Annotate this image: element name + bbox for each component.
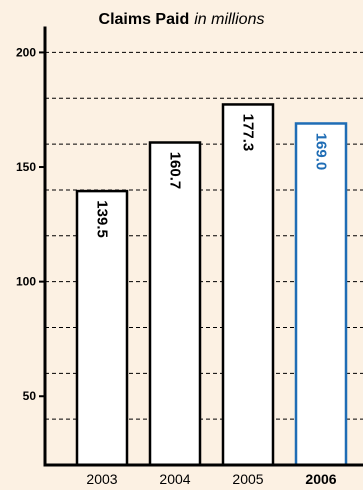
value-label-2006: 169.0 [313,133,330,171]
bar-2003 [75,189,129,467]
axes [39,26,363,467]
chart-title: Claims Paid in millions [0,10,363,30]
bar-2005 [221,103,275,467]
x-tick-label-2004: 2004 [159,471,190,487]
y-tick-label: 200 [16,45,36,59]
y-tick-label: 150 [16,160,36,174]
x-tick-label-2003: 2003 [86,471,117,487]
value-label-2005: 177.3 [240,114,257,152]
value-label-2003: 139.5 [94,200,111,238]
y-tick-label: 50 [23,389,37,403]
chart-title-main: Claims Paid [98,11,190,28]
x-tick-label-2005: 2005 [232,471,263,487]
y-tick-label: 100 [16,275,36,289]
chart-title-subtitle: in millions [194,11,265,28]
x-tick-label-2006: 2006 [305,471,336,487]
value-label-2004: 160.7 [167,152,184,190]
bar-2006 [294,122,348,467]
bars [75,103,348,467]
bar-2004 [148,141,202,467]
labels: 50 100 150 200 139.5 2003 160.7 2004 177.3 2005 16… [16,45,337,487]
